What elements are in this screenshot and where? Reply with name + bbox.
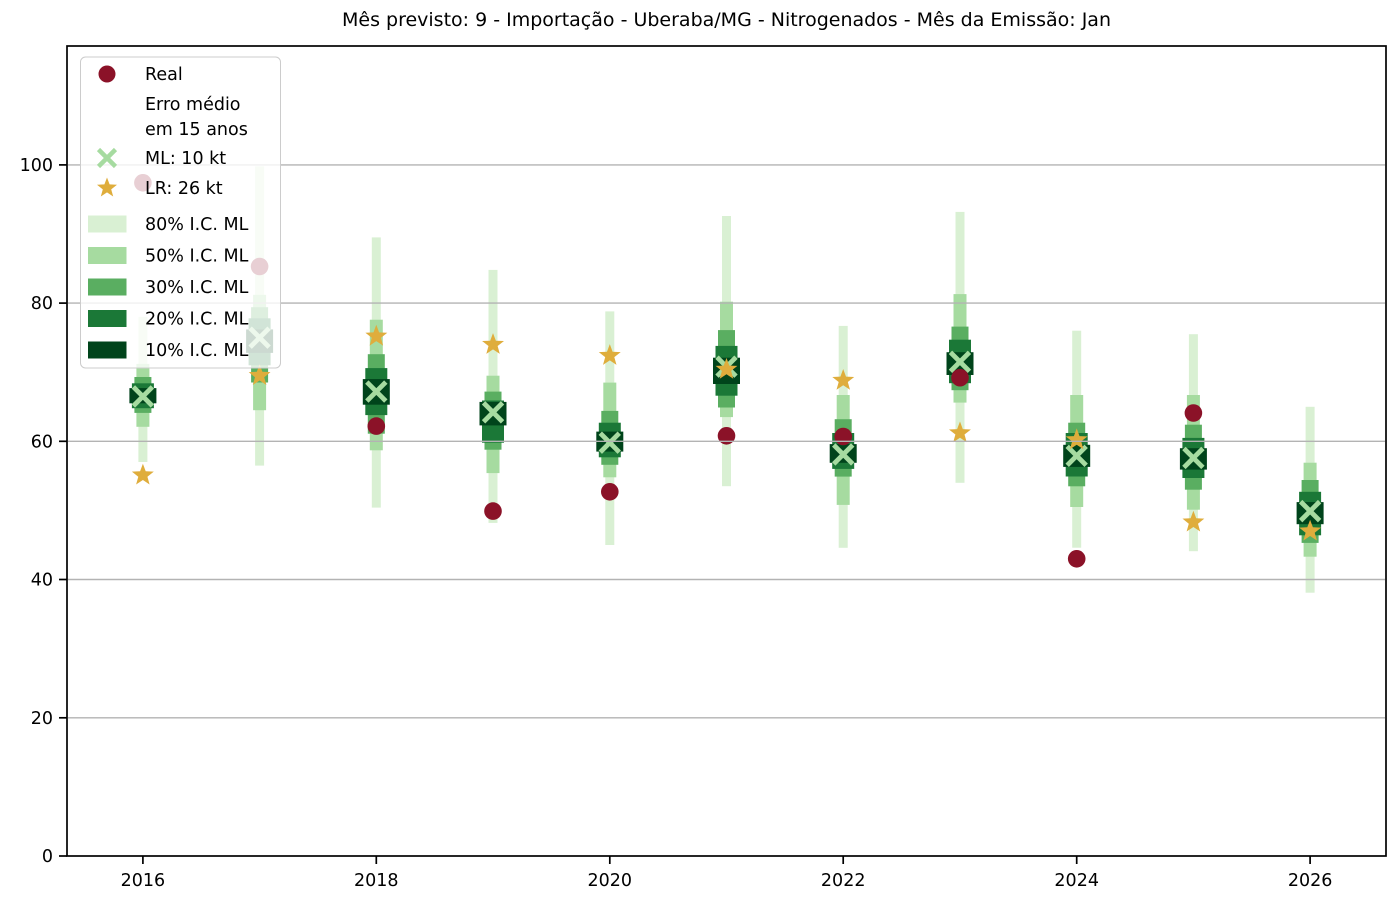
x-tick-label: 2016 xyxy=(121,871,166,891)
legend-ci-swatch xyxy=(88,247,127,264)
legend-label: LR: 26 kt xyxy=(145,179,223,199)
x-tick-label: 2026 xyxy=(1288,871,1333,891)
real-marker xyxy=(484,502,502,520)
legend-real-icon xyxy=(98,65,116,83)
legend-ml-icon xyxy=(96,147,118,169)
lr-marker xyxy=(1299,519,1322,541)
legend-label: Erro médio em 15 anos xyxy=(145,95,248,140)
lr-marker xyxy=(598,344,621,365)
lr-marker xyxy=(1065,428,1088,450)
lr-marker xyxy=(131,463,154,485)
lr-marker xyxy=(715,357,738,379)
x-tick-label: 2024 xyxy=(1054,871,1099,891)
legend: Real Erro médio em 15 anos ML: 10 kt LR: 26 … xyxy=(80,56,281,369)
legend-lr-icon xyxy=(97,177,117,197)
ml-marker xyxy=(1065,444,1088,468)
y-tick-label: 80 xyxy=(31,294,53,314)
ml-marker xyxy=(598,431,621,454)
ml-marker xyxy=(1182,446,1205,470)
legend-label: ML: 10 kt xyxy=(145,149,226,169)
lr-marker xyxy=(832,369,855,390)
legend-label: 20% I.C. ML xyxy=(145,310,249,330)
y-tick-label: 100 xyxy=(20,156,53,176)
legend-ci-swatch xyxy=(88,278,127,296)
legend-label: Real xyxy=(145,65,183,85)
ml-marker xyxy=(131,385,155,408)
ml-marker xyxy=(365,380,388,403)
lr-marker xyxy=(949,421,971,443)
ml-marker xyxy=(832,443,855,466)
real-marker xyxy=(367,417,386,435)
y-tick-label: 0 xyxy=(42,847,53,867)
y-tick-label: 20 xyxy=(31,709,53,729)
x-tick-label: 2022 xyxy=(821,871,866,891)
legend-box xyxy=(80,56,281,369)
chart-title: Mês previsto: 9 - Importação - Uberaba/M… xyxy=(341,9,1111,31)
real-marker xyxy=(601,483,619,501)
y-tick-label: 40 xyxy=(31,571,53,591)
x-tick-label: 2020 xyxy=(588,871,633,891)
real-marker xyxy=(834,427,852,446)
legend-label: 80% I.C. ML xyxy=(145,215,249,235)
real-marker xyxy=(717,427,736,445)
real-marker xyxy=(1184,404,1203,422)
plot-border xyxy=(66,45,1387,857)
lr-marker xyxy=(482,333,504,354)
legend-ci-swatch xyxy=(88,341,127,359)
ml-marker xyxy=(948,350,972,374)
lr-marker xyxy=(248,364,271,385)
lr-marker xyxy=(1182,510,1205,532)
ml-marker xyxy=(481,401,505,424)
legend-label: 10% I.C. ML xyxy=(145,341,249,361)
legend-label: 30% I.C. ML xyxy=(145,278,249,298)
legend-label: 50% I.C. ML xyxy=(145,247,249,267)
x-tick-label: 2018 xyxy=(354,871,399,891)
real-marker xyxy=(951,368,969,387)
legend-ci-swatch xyxy=(88,215,127,233)
real-marker xyxy=(1067,550,1086,568)
lr-marker xyxy=(365,324,388,346)
y-tick-label: 60 xyxy=(31,432,53,452)
legend-ci-swatch xyxy=(88,310,127,327)
ml-marker xyxy=(1298,499,1322,523)
